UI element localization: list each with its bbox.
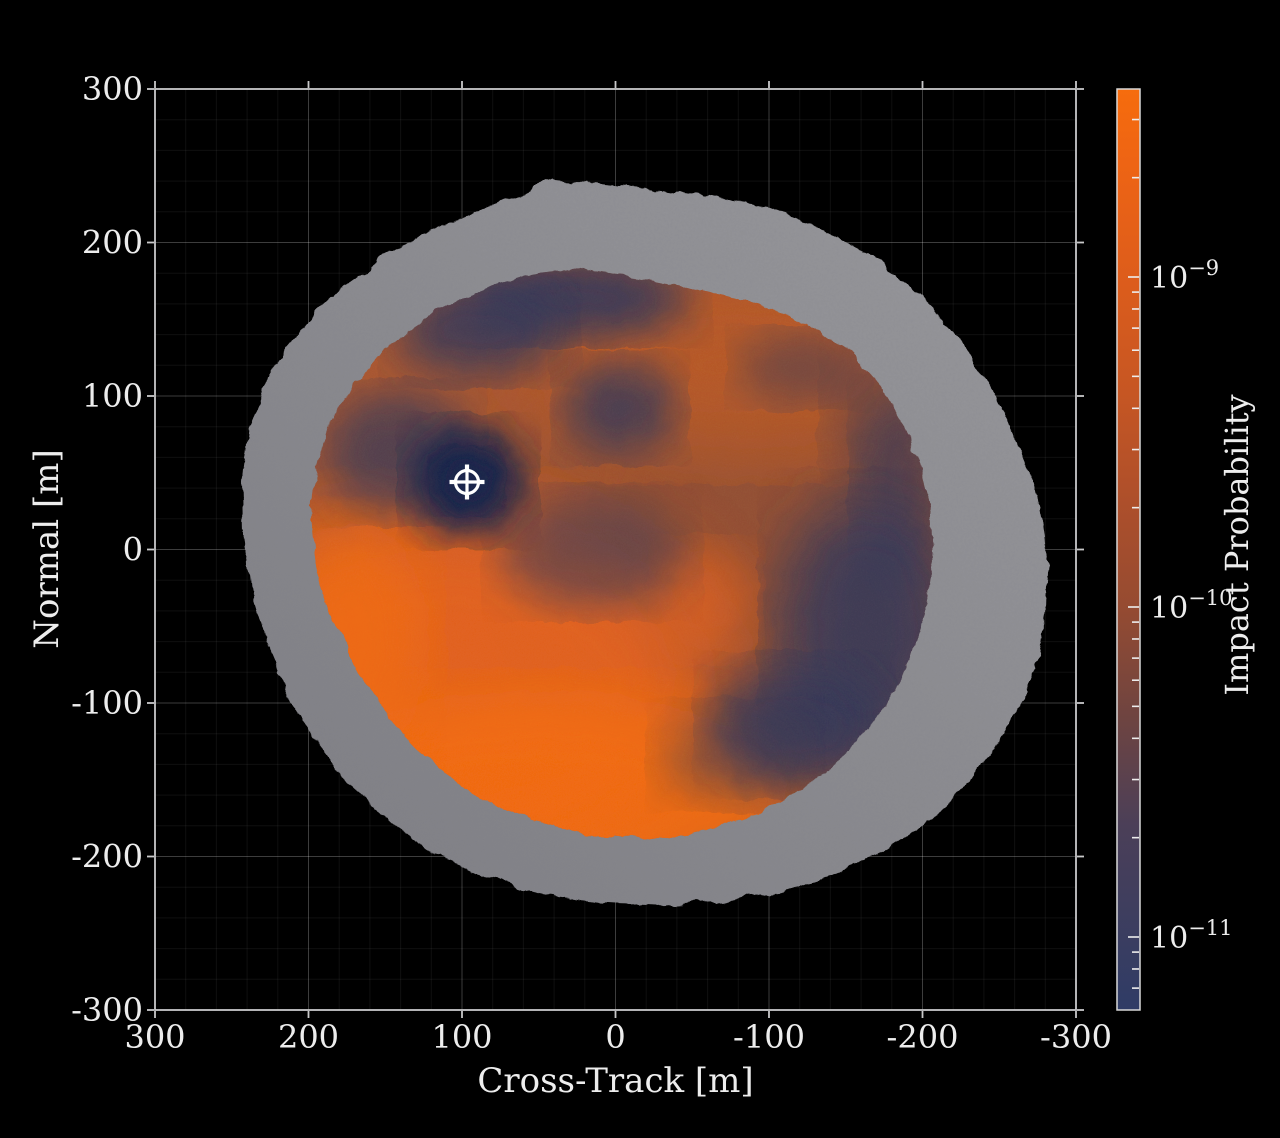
y-tick-label: 300 [82,70,143,108]
x-tick-label: 300 [124,1018,185,1056]
plot-border [154,88,1077,1011]
cb-label-exponent: −11 [1188,916,1232,940]
colorbar-border [1116,88,1141,1011]
x-tick-label: 100 [431,1018,492,1056]
y-tick-label: 0 [123,531,143,569]
y-tick-label: 100 [82,377,143,415]
x-tick-labels: 300 200 100 0 -100 -200 -300 [124,1018,1111,1056]
colorbar-tick-label: 10−11 [1150,916,1233,956]
colorbar-tick-label: 10−9 [1150,256,1219,296]
cb-label-exponent: −9 [1188,256,1219,280]
colorbar-tick-label: 10−10 [1150,586,1233,626]
x-tick-label: -200 [887,1018,959,1056]
y-tick-label: 200 [82,224,143,262]
target-marker-icon [449,464,485,500]
cb-label-exponent: −10 [1188,586,1232,610]
y-axis-label: Normal [m] [27,449,67,648]
cb-label-mantissa: 10 [1150,921,1188,956]
x-axis-label: Cross-Track [m] [477,1061,753,1101]
colorbar: 10−9 10−10 10−11 Impact Probability [1116,88,1256,1011]
colorbar-gradient [1117,89,1140,1010]
x-tick-label: -300 [1040,1018,1112,1056]
axis-ticks [147,81,1084,1018]
y-tick-label: -200 [71,838,143,876]
y-tick-label: -100 [71,684,143,722]
colorbar-title: Impact Probability [1218,394,1256,695]
x-tick-label: 200 [278,1018,339,1056]
y-tick-label: -300 [71,991,143,1029]
x-tick-label: -100 [733,1018,805,1056]
colorbar-ticks [1128,118,1139,989]
asteroid-mesh [242,178,1049,906]
x-tick-label: 0 [605,1018,625,1056]
cb-label-mantissa: 10 [1150,261,1188,296]
y-tick-labels: 300 200 100 0 -100 -200 -300 [71,70,143,1029]
cb-label-mantissa: 10 [1150,591,1188,626]
